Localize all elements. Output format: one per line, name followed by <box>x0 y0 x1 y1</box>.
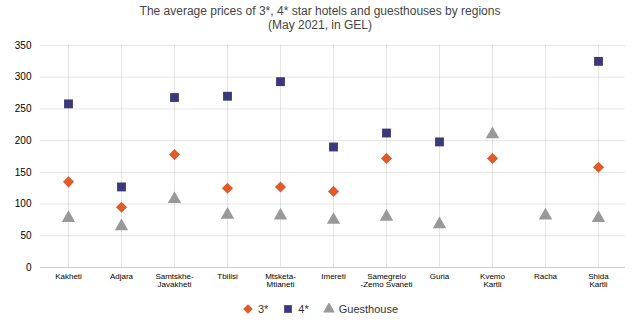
svg-text:Kakheti: Kakheti <box>55 272 82 281</box>
html-text:4*: 4* <box>298 302 309 315</box>
svg-text:ShidaKartli: ShidaKartli <box>588 272 609 289</box>
svg-text:Adjara: Adjara <box>110 272 134 281</box>
svg-text:Imereti: Imereti <box>321 272 346 281</box>
svg-text:Tbilisi: Tbilisi <box>217 272 238 281</box>
svg-text:300: 300 <box>15 71 32 82</box>
svg-text:Mtsketa-Mtianeti: Mtsketa-Mtianeti <box>265 272 296 289</box>
svg-text:KvemoKartli: KvemoKartli <box>480 272 505 289</box>
svg-text:200: 200 <box>15 135 32 146</box>
svg-text:Samtskhe-Javakheti: Samtskhe-Javakheti <box>155 272 194 289</box>
svg-text:Guria: Guria <box>430 272 450 281</box>
svg-text:350: 350 <box>15 39 32 50</box>
html-text:Guesthouse: Guesthouse <box>338 302 399 315</box>
svg-text:Racha: Racha <box>534 272 558 281</box>
svg-text:250: 250 <box>15 103 32 114</box>
html-text:3*: 3* <box>257 302 269 315</box>
svg-text:0: 0 <box>26 261 32 272</box>
html-text:The average prices of 3*, 4* s: The average prices of 3*, 4* star hotels… <box>139 4 501 33</box>
svg-text:50: 50 <box>20 230 32 241</box>
svg-text:150: 150 <box>15 166 32 177</box>
svg-text:100: 100 <box>15 198 32 209</box>
svg-text:Samegrelo-Zemo Svaneti: Samegrelo-Zemo Svaneti <box>360 272 412 289</box>
